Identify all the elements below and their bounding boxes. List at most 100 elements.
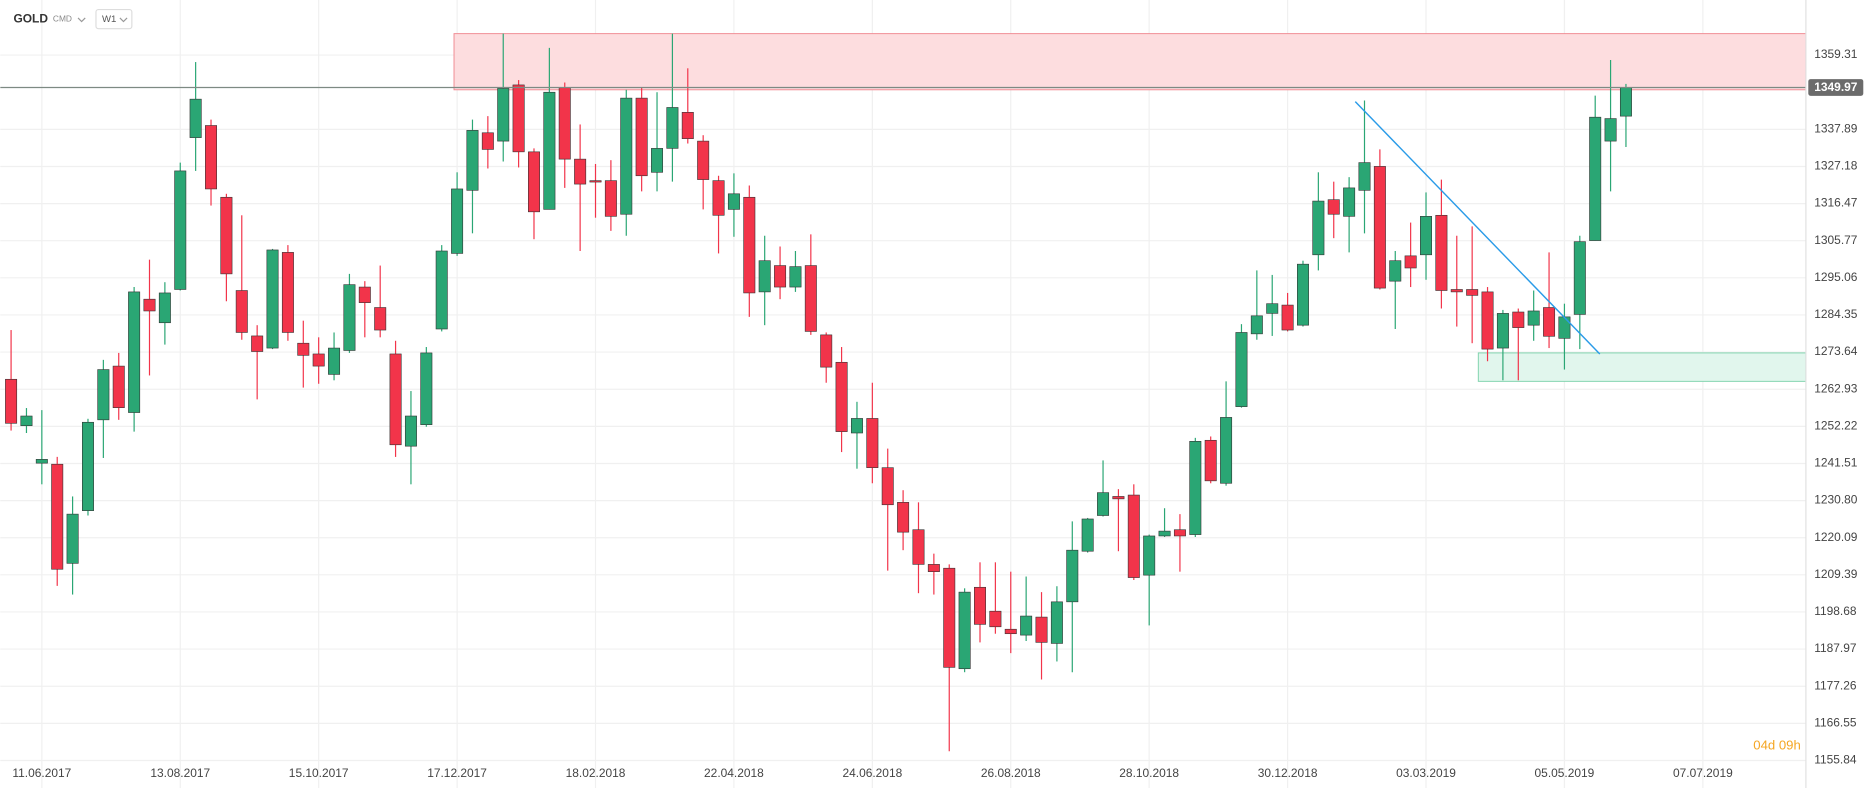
y-tick-label: 1177.26 <box>1814 678 1857 692</box>
candle-body <box>374 307 387 331</box>
timeframe-box[interactable] <box>95 8 133 30</box>
y-tick-label: 1295.06 <box>1814 270 1858 284</box>
candle-body <box>1327 199 1340 215</box>
candle-body <box>681 112 694 139</box>
candle-body <box>1420 216 1432 256</box>
candle-body <box>897 502 910 533</box>
candle-body <box>143 298 156 312</box>
timeframe[interactable]: W1 <box>102 14 116 25</box>
candle-body <box>1373 166 1386 289</box>
candle-body <box>466 130 479 191</box>
candle-body <box>358 286 371 303</box>
candle-body <box>281 252 294 333</box>
y-tick-label: 1273.64 <box>1814 344 1858 358</box>
y-tick-label: 1220.09 <box>1814 530 1858 544</box>
candle-body <box>774 265 787 288</box>
candle-body <box>312 353 325 367</box>
candle-body <box>1466 289 1479 296</box>
candle-body <box>1281 304 1294 331</box>
y-tick-label: 1155.84 <box>1814 753 1857 767</box>
candle-body <box>220 196 233 275</box>
candle-body <box>1004 628 1017 635</box>
candle-body <box>1250 315 1263 335</box>
y-tick-label: 1198.68 <box>1814 604 1857 618</box>
dropdown-arrow[interactable] <box>77 17 86 23</box>
zone <box>1477 352 1807 382</box>
x-tick-label: 22.04.2018 <box>704 766 764 780</box>
candle-timer: 04d 09h <box>1753 738 1801 753</box>
zone <box>453 33 1807 91</box>
candle-body <box>974 586 986 625</box>
candle-body <box>881 467 894 506</box>
last-price-label: 1349.97 <box>1814 80 1858 94</box>
candle-body <box>528 151 540 213</box>
candle-body <box>1589 116 1602 241</box>
x-tick-label: 26.08.2018 <box>981 766 1041 780</box>
candle-body <box>989 610 1002 628</box>
candle-body <box>1266 303 1279 314</box>
candle-body <box>20 415 33 427</box>
candle-body <box>35 459 48 464</box>
x-tick-label: 11.06.2017 <box>12 766 71 780</box>
candle-body <box>958 591 971 670</box>
dropdown-arrow[interactable] <box>119 17 128 23</box>
x-tick-label: 18.02.2018 <box>566 766 626 780</box>
candle-body <box>1127 494 1140 578</box>
candle-body <box>112 365 125 408</box>
candle-body <box>1543 307 1556 337</box>
candle-body <box>174 170 187 290</box>
candle-body <box>1035 616 1048 643</box>
candle-body <box>1527 310 1540 326</box>
y-tick-label: 1252.22 <box>1814 419 1858 433</box>
candle-body <box>1081 518 1094 552</box>
y-tick-label: 1187.97 <box>1814 641 1857 655</box>
candle-body <box>666 107 679 149</box>
candle-body <box>51 463 64 570</box>
candle-body <box>1435 214 1448 291</box>
candle-body <box>558 87 571 160</box>
y-tick-label: 1241.51 <box>1814 456 1858 470</box>
candle-body <box>651 148 664 173</box>
x-tick-label: 17.12.2017 <box>427 766 487 780</box>
candle-body <box>1220 417 1233 484</box>
candle-body <box>1604 118 1617 142</box>
candle-body <box>712 180 725 216</box>
candle-body <box>1512 311 1525 328</box>
candle-body <box>697 140 710 180</box>
candle-body <box>81 421 94 511</box>
candle-body <box>343 284 356 351</box>
candle-body <box>205 125 217 190</box>
candle-body <box>5 378 18 424</box>
candle-body <box>1297 263 1309 326</box>
candle-body <box>727 193 740 210</box>
y-tick-label: 1284.35 <box>1814 307 1858 321</box>
y-tick-label: 1230.80 <box>1814 493 1858 507</box>
candle-body <box>804 265 817 332</box>
candle-body <box>66 513 79 564</box>
candle-body <box>251 335 264 352</box>
candle-body <box>1481 291 1494 350</box>
candle-body <box>635 97 648 177</box>
candle-body <box>435 250 448 330</box>
candle-body <box>481 132 494 150</box>
y-tick-label: 1209.39 <box>1814 567 1858 581</box>
candle-body <box>835 361 848 432</box>
candle-body <box>404 415 417 447</box>
candle-body <box>912 529 925 565</box>
x-tick-label: 07.07.2019 <box>1673 766 1733 780</box>
candle-body <box>589 180 602 183</box>
candle-body <box>189 98 202 138</box>
x-tick-label: 05.05.2019 <box>1535 766 1595 780</box>
candle-body <box>1389 260 1402 282</box>
y-tick-label: 1305.77 <box>1814 233 1858 247</box>
candle-body <box>758 260 771 293</box>
candle-body <box>1020 615 1033 636</box>
candle-body <box>1450 289 1463 293</box>
candle-body <box>328 347 341 375</box>
candle-body <box>574 158 587 185</box>
market[interactable]: CMD <box>53 13 72 23</box>
x-tick-label: 03.03.2019 <box>1396 766 1456 780</box>
x-tick-label: 13.08.2017 <box>150 766 210 780</box>
candle-body <box>1158 530 1171 537</box>
